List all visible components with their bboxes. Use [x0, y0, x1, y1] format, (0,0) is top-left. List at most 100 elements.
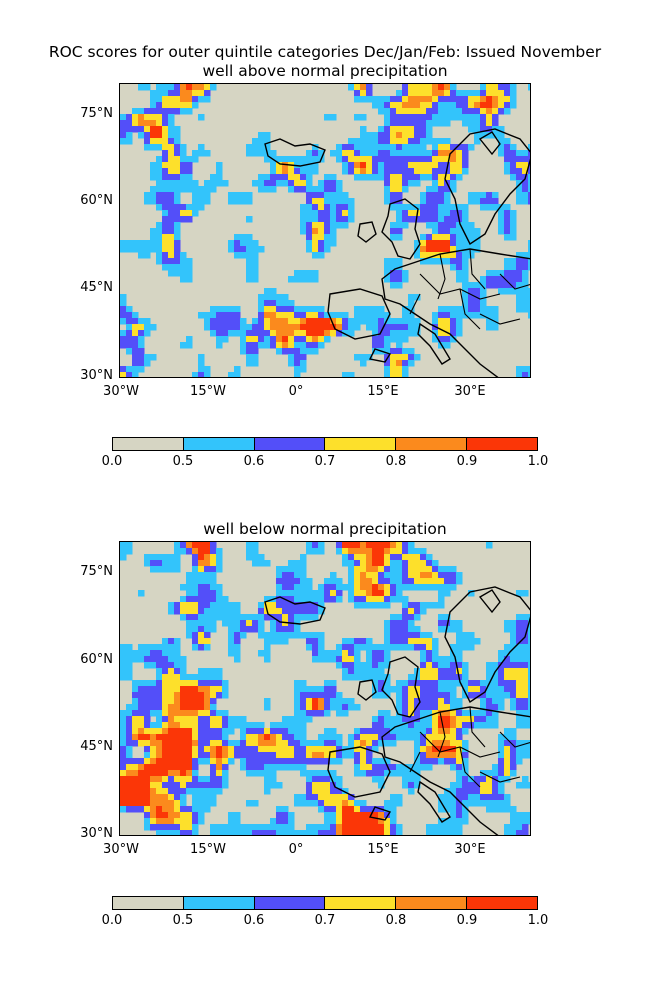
score-cell — [240, 252, 247, 259]
score-cell — [450, 620, 457, 627]
score-cell — [138, 246, 145, 253]
score-cell — [444, 590, 451, 597]
score-cell — [258, 560, 265, 567]
score-cell — [402, 138, 409, 145]
score-cell — [438, 614, 445, 621]
score-cell — [144, 246, 151, 253]
score-cell — [264, 132, 271, 139]
score-cell — [174, 662, 181, 669]
score-cell — [198, 680, 205, 687]
score-cell — [426, 722, 433, 729]
score-cell — [324, 336, 331, 343]
score-cell — [126, 246, 133, 253]
score-cell — [210, 318, 217, 325]
colorbar-swatch — [396, 897, 468, 909]
score-cell — [306, 342, 313, 349]
score-cell — [486, 704, 493, 711]
score-cell — [162, 162, 169, 169]
score-cell — [162, 174, 169, 181]
score-cell — [228, 812, 235, 819]
score-cell — [234, 824, 241, 831]
score-cell — [198, 186, 205, 193]
score-cell — [204, 776, 211, 783]
score-cell — [498, 288, 505, 295]
score-cell — [408, 126, 415, 133]
score-cell — [138, 240, 145, 247]
score-cell — [402, 614, 409, 621]
score-cell — [222, 312, 229, 319]
score-cell — [384, 548, 391, 555]
score-cell — [426, 554, 433, 561]
score-cell — [186, 542, 193, 549]
score-cell — [240, 620, 247, 627]
score-cell — [384, 728, 391, 735]
score-cell — [384, 710, 391, 717]
score-cell — [306, 716, 313, 723]
score-cell — [150, 758, 157, 765]
score-cell — [300, 764, 307, 771]
score-cell — [378, 318, 385, 325]
score-cell — [288, 578, 295, 585]
score-cell — [330, 312, 337, 319]
score-cell — [174, 674, 181, 681]
score-cell — [360, 168, 367, 175]
score-cell — [150, 728, 157, 735]
score-cell — [156, 698, 163, 705]
score-cell — [288, 306, 295, 313]
score-cell — [360, 800, 367, 807]
coastline — [368, 348, 392, 363]
score-cell — [294, 704, 301, 711]
score-cell — [420, 138, 427, 145]
score-cell — [162, 830, 169, 835]
score-cell — [162, 102, 169, 109]
score-cell — [372, 578, 379, 585]
score-cell — [318, 596, 325, 603]
score-cell — [528, 300, 530, 307]
score-cell — [444, 794, 451, 801]
score-cell — [468, 144, 475, 151]
score-cell — [174, 746, 181, 753]
score-cell — [432, 716, 439, 723]
score-cell — [372, 330, 379, 337]
score-cell — [372, 312, 379, 319]
score-cell — [168, 716, 175, 723]
score-cell — [402, 782, 409, 789]
score-cell — [456, 794, 463, 801]
score-cell — [516, 656, 523, 663]
score-cell — [288, 722, 295, 729]
score-cell — [144, 722, 151, 729]
score-cell — [138, 252, 145, 259]
score-cell — [132, 716, 139, 723]
score-cell — [186, 686, 193, 693]
score-cell — [150, 198, 157, 205]
score-cell — [180, 258, 187, 265]
score-cell — [486, 192, 493, 199]
score-cell — [504, 288, 511, 295]
score-cell — [210, 800, 217, 807]
score-cell — [318, 590, 325, 597]
score-cell — [372, 776, 379, 783]
score-cell — [192, 584, 199, 591]
score-cell — [474, 102, 481, 109]
score-cell — [120, 752, 127, 759]
score-cell — [522, 662, 529, 669]
score-cell — [438, 156, 445, 163]
score-cell — [480, 800, 487, 807]
score-cell — [198, 782, 205, 789]
score-cell — [390, 722, 397, 729]
score-cell — [294, 578, 301, 585]
score-cell — [408, 728, 415, 735]
score-cell — [168, 198, 175, 205]
score-cell — [126, 752, 133, 759]
score-cell — [174, 84, 181, 91]
score-cell — [300, 716, 307, 723]
score-cell — [120, 372, 127, 377]
score-cell — [444, 114, 451, 121]
score-cell — [180, 758, 187, 765]
score-cell — [192, 716, 199, 723]
score-cell — [354, 638, 361, 645]
score-cell — [204, 614, 211, 621]
score-cell — [528, 294, 530, 301]
score-cell — [420, 150, 427, 157]
score-cell — [126, 240, 133, 247]
